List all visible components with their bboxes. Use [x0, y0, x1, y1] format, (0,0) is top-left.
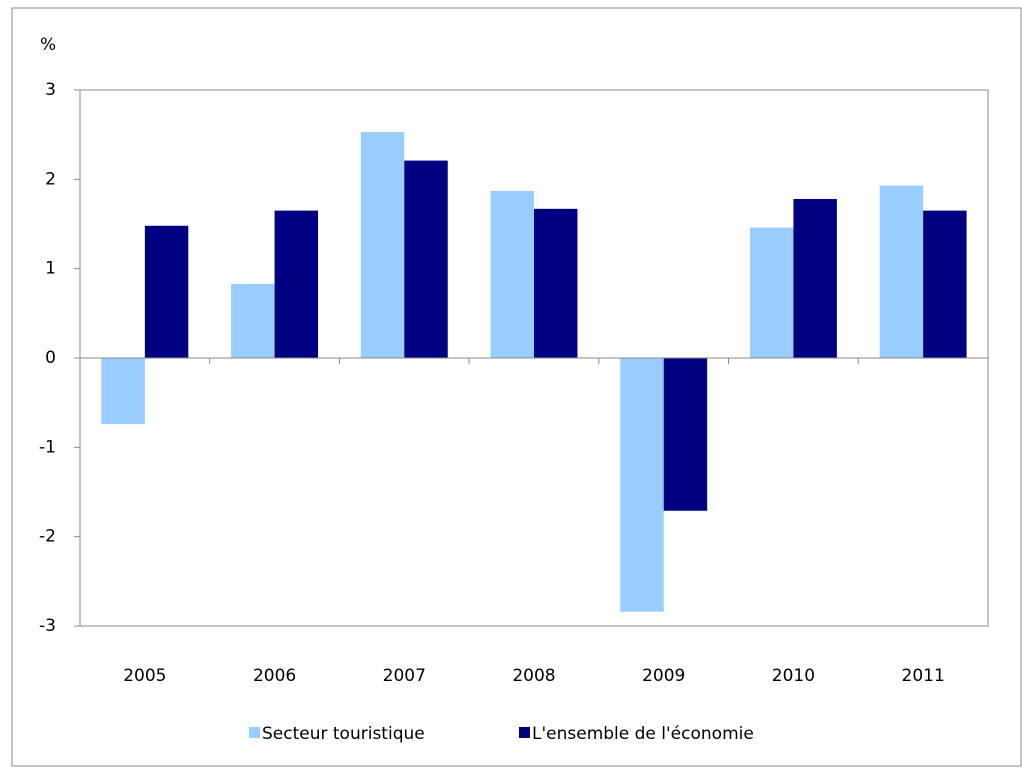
- x-tick-label: 2005: [123, 666, 166, 686]
- y-tick-label: -3: [39, 616, 56, 636]
- x-tick-label: 2008: [512, 666, 555, 686]
- x-tick-label: 2007: [383, 666, 426, 686]
- bar: [101, 358, 145, 425]
- bar: [360, 131, 405, 358]
- bar: [663, 358, 708, 511]
- y-tick-label: 0: [45, 348, 56, 368]
- x-tick-label: 2009: [642, 666, 685, 686]
- bar: [404, 160, 448, 358]
- y-axis-label: %: [40, 35, 56, 55]
- x-tick-label: 2011: [902, 666, 945, 686]
- bar: [144, 225, 189, 358]
- bar: [749, 227, 794, 358]
- legend-key: [519, 727, 530, 738]
- x-tick-label: 2010: [772, 666, 815, 686]
- x-tick-label: 2006: [253, 666, 296, 686]
- legend-label: L'ensemble de l'économie: [532, 724, 754, 744]
- y-tick-label: -2: [39, 527, 56, 547]
- bar: [620, 358, 664, 612]
- chart-frame: [11, 7, 1022, 767]
- legend-label: Secteur touristique: [262, 724, 425, 744]
- bar: [923, 210, 967, 358]
- bar: [879, 185, 924, 358]
- y-tick-label: 1: [45, 259, 56, 279]
- bar: [274, 210, 319, 358]
- legend-key: [249, 727, 260, 738]
- bar: [793, 198, 837, 358]
- bar: [534, 208, 578, 358]
- y-tick-label: -1: [39, 437, 56, 457]
- y-tick-label: 2: [45, 169, 56, 189]
- bar: [490, 190, 534, 358]
- bar: [231, 283, 275, 358]
- y-tick-label: 3: [45, 80, 56, 100]
